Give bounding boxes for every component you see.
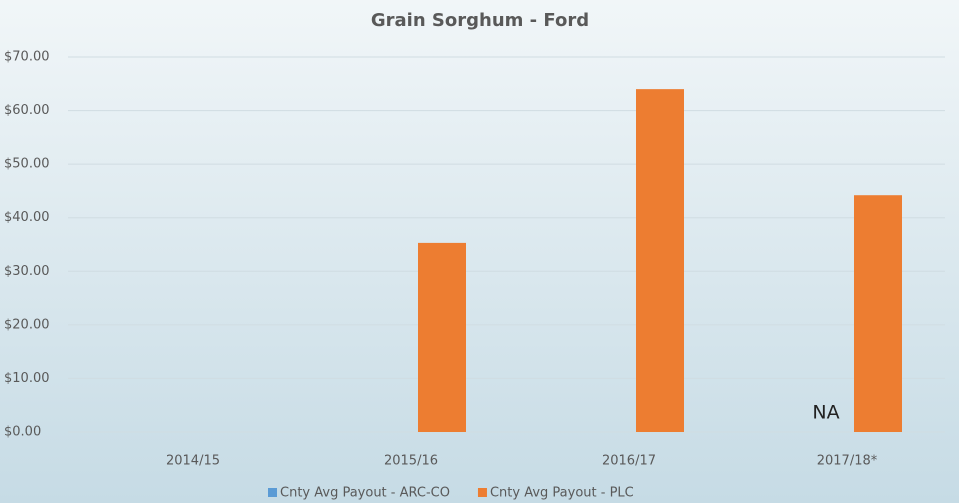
legend-swatch [477,488,487,497]
legend-label: Cnty Avg Payout - ARC-CO [280,486,450,501]
x-tick-label: 2014/15 [166,454,220,469]
bar [418,242,466,432]
annotation: NA [812,402,839,424]
x-tick-label: 2015/16 [384,454,438,469]
y-tick-label: $30.00 [4,264,50,279]
legend-label: Cnty Avg Payout - PLC [490,486,634,501]
bar [854,195,902,432]
y-tick-label: $20.00 [4,317,50,332]
x-tick-label: 2016/17 [602,454,656,469]
bar [636,89,684,433]
chart-title: Grain Sorghum - Ford [371,10,589,31]
legend-swatch [268,488,277,497]
y-tick-label: $10.00 [4,371,50,386]
y-tick-label: $0.00 [4,425,41,440]
y-tick-label: $60.00 [4,103,50,118]
x-tick-label: 2017/18* [817,454,878,469]
y-tick-label: $70.00 [4,50,50,65]
y-tick-label: $50.00 [4,157,50,172]
y-tick-label: $40.00 [4,210,50,225]
